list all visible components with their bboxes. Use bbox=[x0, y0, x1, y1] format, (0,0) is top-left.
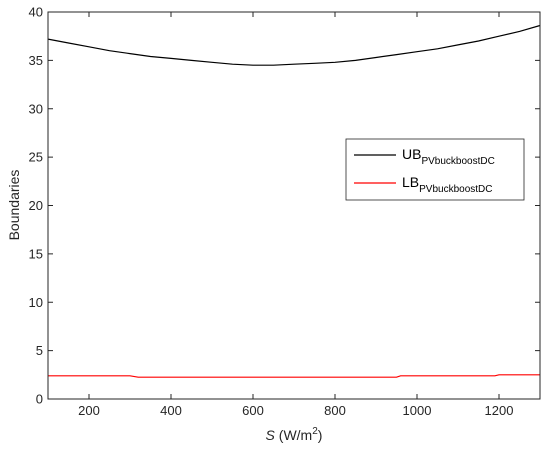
series-layer bbox=[47, 24, 541, 378]
x-tick-label: 600 bbox=[242, 403, 264, 418]
x-tick-label: 1200 bbox=[485, 403, 514, 418]
y-tick-label: 20 bbox=[29, 198, 43, 213]
plot-background bbox=[48, 12, 540, 399]
x-axis-label-unit-exp: 2 bbox=[312, 426, 318, 437]
x-tick-label: 800 bbox=[324, 403, 346, 418]
y-tick-label: 40 bbox=[29, 5, 43, 20]
legend-entry-ub: UBPVbuckboostDC bbox=[402, 146, 495, 167]
y-tick-label: 25 bbox=[29, 150, 43, 165]
x-tick-label: 400 bbox=[160, 403, 182, 418]
y-tick-label: 0 bbox=[36, 392, 43, 407]
x-tick-label: 1000 bbox=[403, 403, 432, 418]
ticks-layer: 200 400 600 800 1000 1200 0 5 10 15 20 25 30 35 40 bbox=[29, 5, 540, 418]
series-line-lb bbox=[48, 374, 540, 378]
x-tick-label: 200 bbox=[78, 403, 100, 418]
series-line-ub bbox=[47, 24, 541, 66]
y-tick-label: 5 bbox=[36, 343, 43, 358]
legend-box bbox=[345, 138, 525, 201]
y-tick-label: 15 bbox=[29, 246, 43, 261]
x-axis-label-unit: (W/m bbox=[279, 427, 312, 443]
x-axis-label: S (W/m2) bbox=[266, 426, 323, 443]
x-axis-label-var: S bbox=[266, 427, 276, 443]
y-tick-label: 10 bbox=[29, 295, 43, 310]
y-axis-label: Boundaries bbox=[6, 170, 22, 241]
x-axis-label-unit-end: ) bbox=[318, 427, 323, 443]
y-tick-label: 35 bbox=[29, 53, 43, 68]
legend-entry-lb: LBPVbuckboostDC bbox=[402, 174, 493, 195]
y-tick-label: 30 bbox=[29, 101, 43, 116]
legend: UBPVbuckboostDC LBPVbuckboostDC bbox=[345, 138, 525, 201]
